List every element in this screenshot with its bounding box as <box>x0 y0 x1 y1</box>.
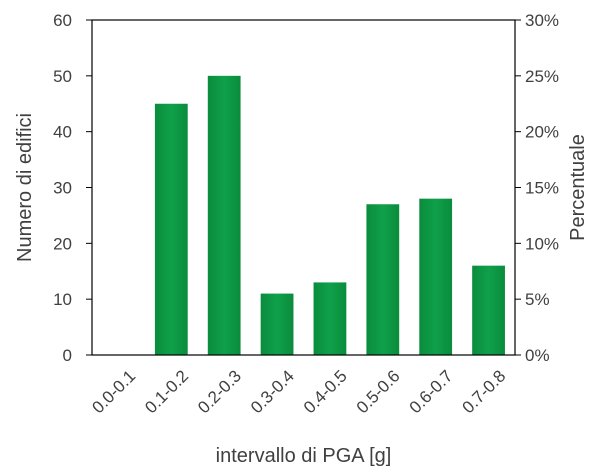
x-tick-label: 0.5-0.6 <box>353 366 404 417</box>
x-tick-label: 0.4-0.5 <box>300 366 351 417</box>
bar-0.2-0.3 <box>207 75 241 355</box>
x-tick-label: 0.6-0.7 <box>406 366 457 417</box>
x-tick-label: 0.2-0.3 <box>194 366 245 417</box>
y-tick-label: 60 <box>53 11 72 30</box>
x-tick-label: 0.0-0.1 <box>88 366 139 417</box>
x-tick-label: 0.1-0.2 <box>141 366 192 417</box>
bars-group <box>154 75 505 355</box>
y2-axis-title: Percentuale <box>567 134 589 241</box>
bar-0.5-0.6 <box>366 204 400 355</box>
y2-tick-label: 0% <box>525 346 550 365</box>
y-tick-label: 50 <box>53 67 72 86</box>
x-axis-ticks: 0.0-0.1 0.1-0.2 0.2-0.3 0.3-0.4 0.4-0.5 0.5-0… <box>88 366 509 417</box>
y-axis-title: Numero di edifici <box>14 113 36 262</box>
bar-0.7-0.8 <box>472 265 505 355</box>
bar-0.4-0.5 <box>313 282 347 355</box>
y-tick-label: 30 <box>53 179 72 198</box>
y2-tick-label: 10% <box>525 234 559 253</box>
x-tick-label: 0.7-0.8 <box>459 366 510 417</box>
left-axis-ticks: 0 10 20 30 40 50 60 <box>53 11 92 365</box>
bar-0.6-0.7 <box>419 198 453 355</box>
x-axis-title: intervallo di PGA [g] <box>216 445 392 467</box>
y2-tick-label: 20% <box>525 123 559 142</box>
y-tick-label: 0 <box>63 346 72 365</box>
y-tick-label: 10 <box>53 290 72 309</box>
y2-tick-label: 15% <box>525 179 559 198</box>
y2-tick-label: 25% <box>525 67 559 86</box>
bar-0.1-0.2 <box>154 103 188 355</box>
bar-0.3-0.4 <box>260 293 294 355</box>
y-tick-label: 20 <box>53 234 72 253</box>
y2-tick-label: 30% <box>525 11 559 30</box>
y-tick-label: 40 <box>53 123 72 142</box>
y2-tick-label: 5% <box>525 290 550 309</box>
x-tick-label: 0.3-0.4 <box>247 366 298 417</box>
right-axis-ticks: 0% 5% 10% 15% 20% 25% 30% <box>515 11 559 365</box>
